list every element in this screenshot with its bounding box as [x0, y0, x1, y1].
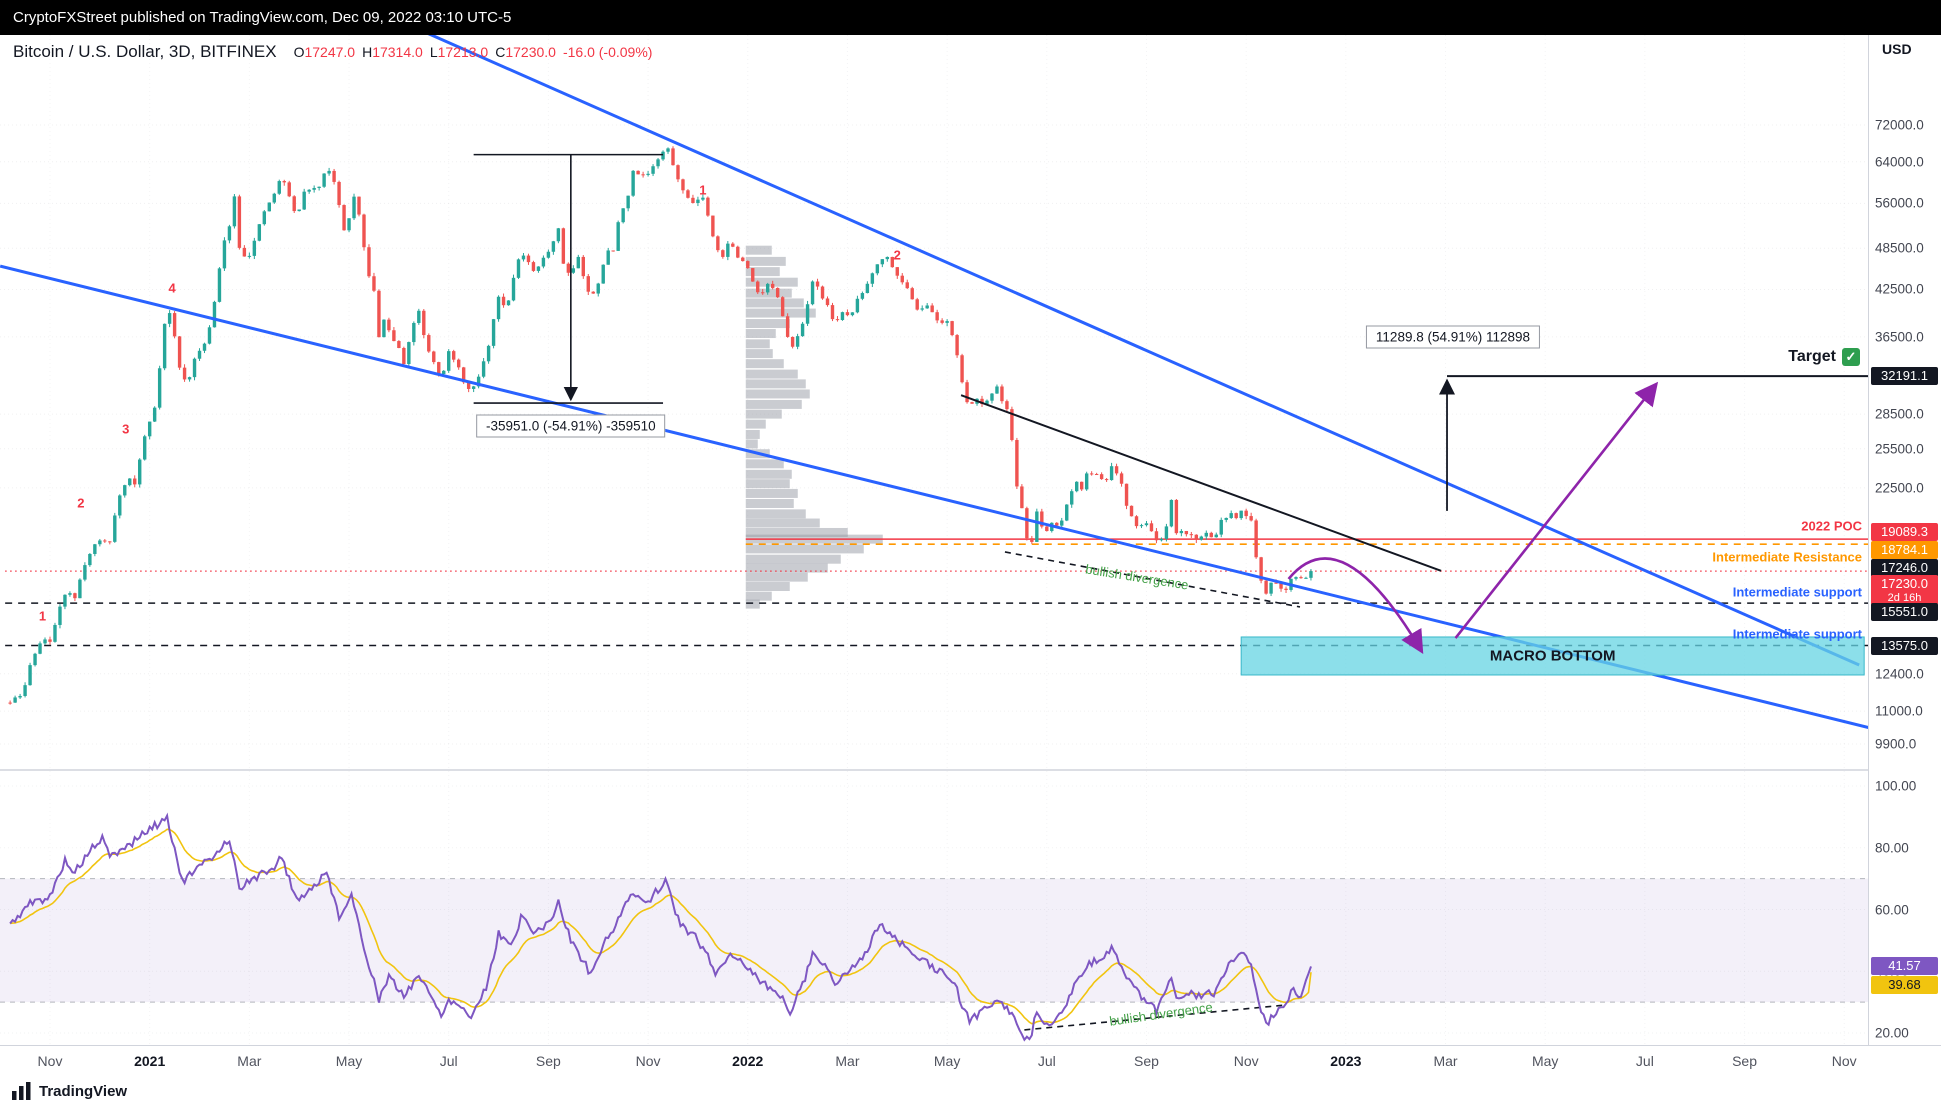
price-axis-tick: 9900.0	[1875, 736, 1917, 752]
price-axis-tick: 80.00	[1875, 840, 1909, 856]
poc-badge: 19089.3	[1871, 523, 1938, 541]
price-axis-tick: 48500.0	[1875, 240, 1924, 256]
price-axis-tick: 11000.0	[1875, 703, 1923, 719]
price-axis-tick: 60.00	[1875, 902, 1909, 917]
descending-resistance-blue[interactable]	[409, 25, 1860, 667]
ohlc-values: O17247.0 H17314.0 L17213.0 C17230.0	[293, 44, 556, 60]
price-pane	[0, 25, 1868, 770]
time-axis-label: Sep	[535, 1053, 561, 1069]
target-price-badge: 32191.1	[1871, 367, 1938, 385]
time-axis-label: May	[933, 1053, 961, 1069]
rsi-pane	[0, 771, 1868, 1045]
symbol-title[interactable]: Bitcoin / U.S. Dollar, 3D, BITFINEX	[13, 42, 277, 61]
macro-bottom-box[interactable]	[1240, 636, 1865, 676]
price-range-measure-down[interactable]	[473, 153, 664, 404]
change-value: -16.0 (-0.09%)	[562, 44, 653, 60]
rsi-ma-value-badge: 39.68	[1871, 976, 1938, 994]
support-1-badge: 15551.0	[1871, 603, 1938, 621]
time-axis[interactable]: Nov 2021 Mar May Jul Sep Nov 2022 Mar May Jul Sep No…	[0, 1045, 1941, 1079]
time-axis-label: Jul	[439, 1053, 458, 1069]
rsi-line[interactable]	[9, 812, 1312, 1042]
time-axis-label: Jul	[1635, 1053, 1654, 1069]
time-axis-label: Sep	[1732, 1053, 1758, 1069]
time-axis-label: 2021	[134, 1053, 166, 1069]
candlestick-series	[8, 146, 1313, 705]
price-axis-tick: 20.00	[1875, 1025, 1909, 1041]
price-axis-tick: 28500.0	[1875, 406, 1924, 422]
tradingview-wordmark[interactable]: TradingView	[39, 1083, 128, 1100]
symbol-legend[interactable]: Bitcoin / U.S. Dollar, 3D, BITFINEX O1724…	[13, 42, 652, 62]
time-axis-label: Mar	[1433, 1053, 1458, 1069]
attribution-bar: CryptoFXStreet published on TradingView.…	[0, 0, 1941, 35]
intermediate-resistance-badge: 18784.1	[1871, 541, 1938, 559]
currency-label: USD	[1882, 41, 1912, 57]
time-axis-label: Sep	[1134, 1053, 1159, 1069]
wedge-resistance-black[interactable]	[960, 394, 1442, 572]
time-axis-label: May	[335, 1053, 363, 1069]
last-price-badge: 17230.0 2d 16h	[1871, 575, 1938, 605]
time-axis-label: Jul	[1037, 1053, 1056, 1069]
price-axis-tick: 72000.0	[1875, 117, 1924, 133]
price-axis-tick: 100.00	[1875, 778, 1917, 794]
price-axis[interactable]: USD 72000.0 64000.0 56000.0 48500.0 42500.0 3…	[1868, 35, 1941, 1078]
price-axis-tick: 36500.0	[1875, 329, 1924, 345]
time-axis-label: 2022	[732, 1053, 764, 1069]
support-2-badge: 13575.0	[1871, 637, 1938, 655]
time-axis-label: Nov	[1233, 1053, 1259, 1069]
price-divergence-line[interactable]	[1004, 551, 1301, 608]
tradingview-logo[interactable]	[12, 1082, 31, 1101]
time-axis-label: May	[1531, 1053, 1559, 1069]
price-axis-tick: 25500.0	[1875, 441, 1924, 457]
price-axis-tick: 12400.0	[1875, 666, 1924, 682]
time-axis-label: Nov	[635, 1053, 661, 1069]
rally-to-target-arrow[interactable]	[1454, 381, 1659, 639]
time-axis-label: 2023	[1330, 1053, 1362, 1069]
price-levels	[5, 375, 1868, 647]
footer: TradingView	[0, 1078, 1941, 1105]
price-axis-tick: 64000.0	[1875, 154, 1924, 170]
time-axis-label: Nov	[37, 1053, 63, 1069]
drop-to-macro-bottom-arrow[interactable]	[1287, 557, 1424, 654]
time-axis-label: Mar	[237, 1053, 262, 1069]
rsi-value-badge: 41.57	[1871, 957, 1938, 975]
time-axis-label: Mar	[835, 1053, 860, 1069]
price-axis-tick: 56000.0	[1875, 195, 1924, 211]
price-axis-tick: 42500.0	[1875, 281, 1924, 297]
time-axis-label: Nov	[1831, 1053, 1857, 1069]
price-axis-tick: 22500.0	[1875, 480, 1924, 496]
rsi-ma-line[interactable]	[9, 828, 1312, 1025]
rsi-band	[0, 878, 1868, 1003]
trendline-price-badge: 17246.0	[1871, 559, 1938, 577]
